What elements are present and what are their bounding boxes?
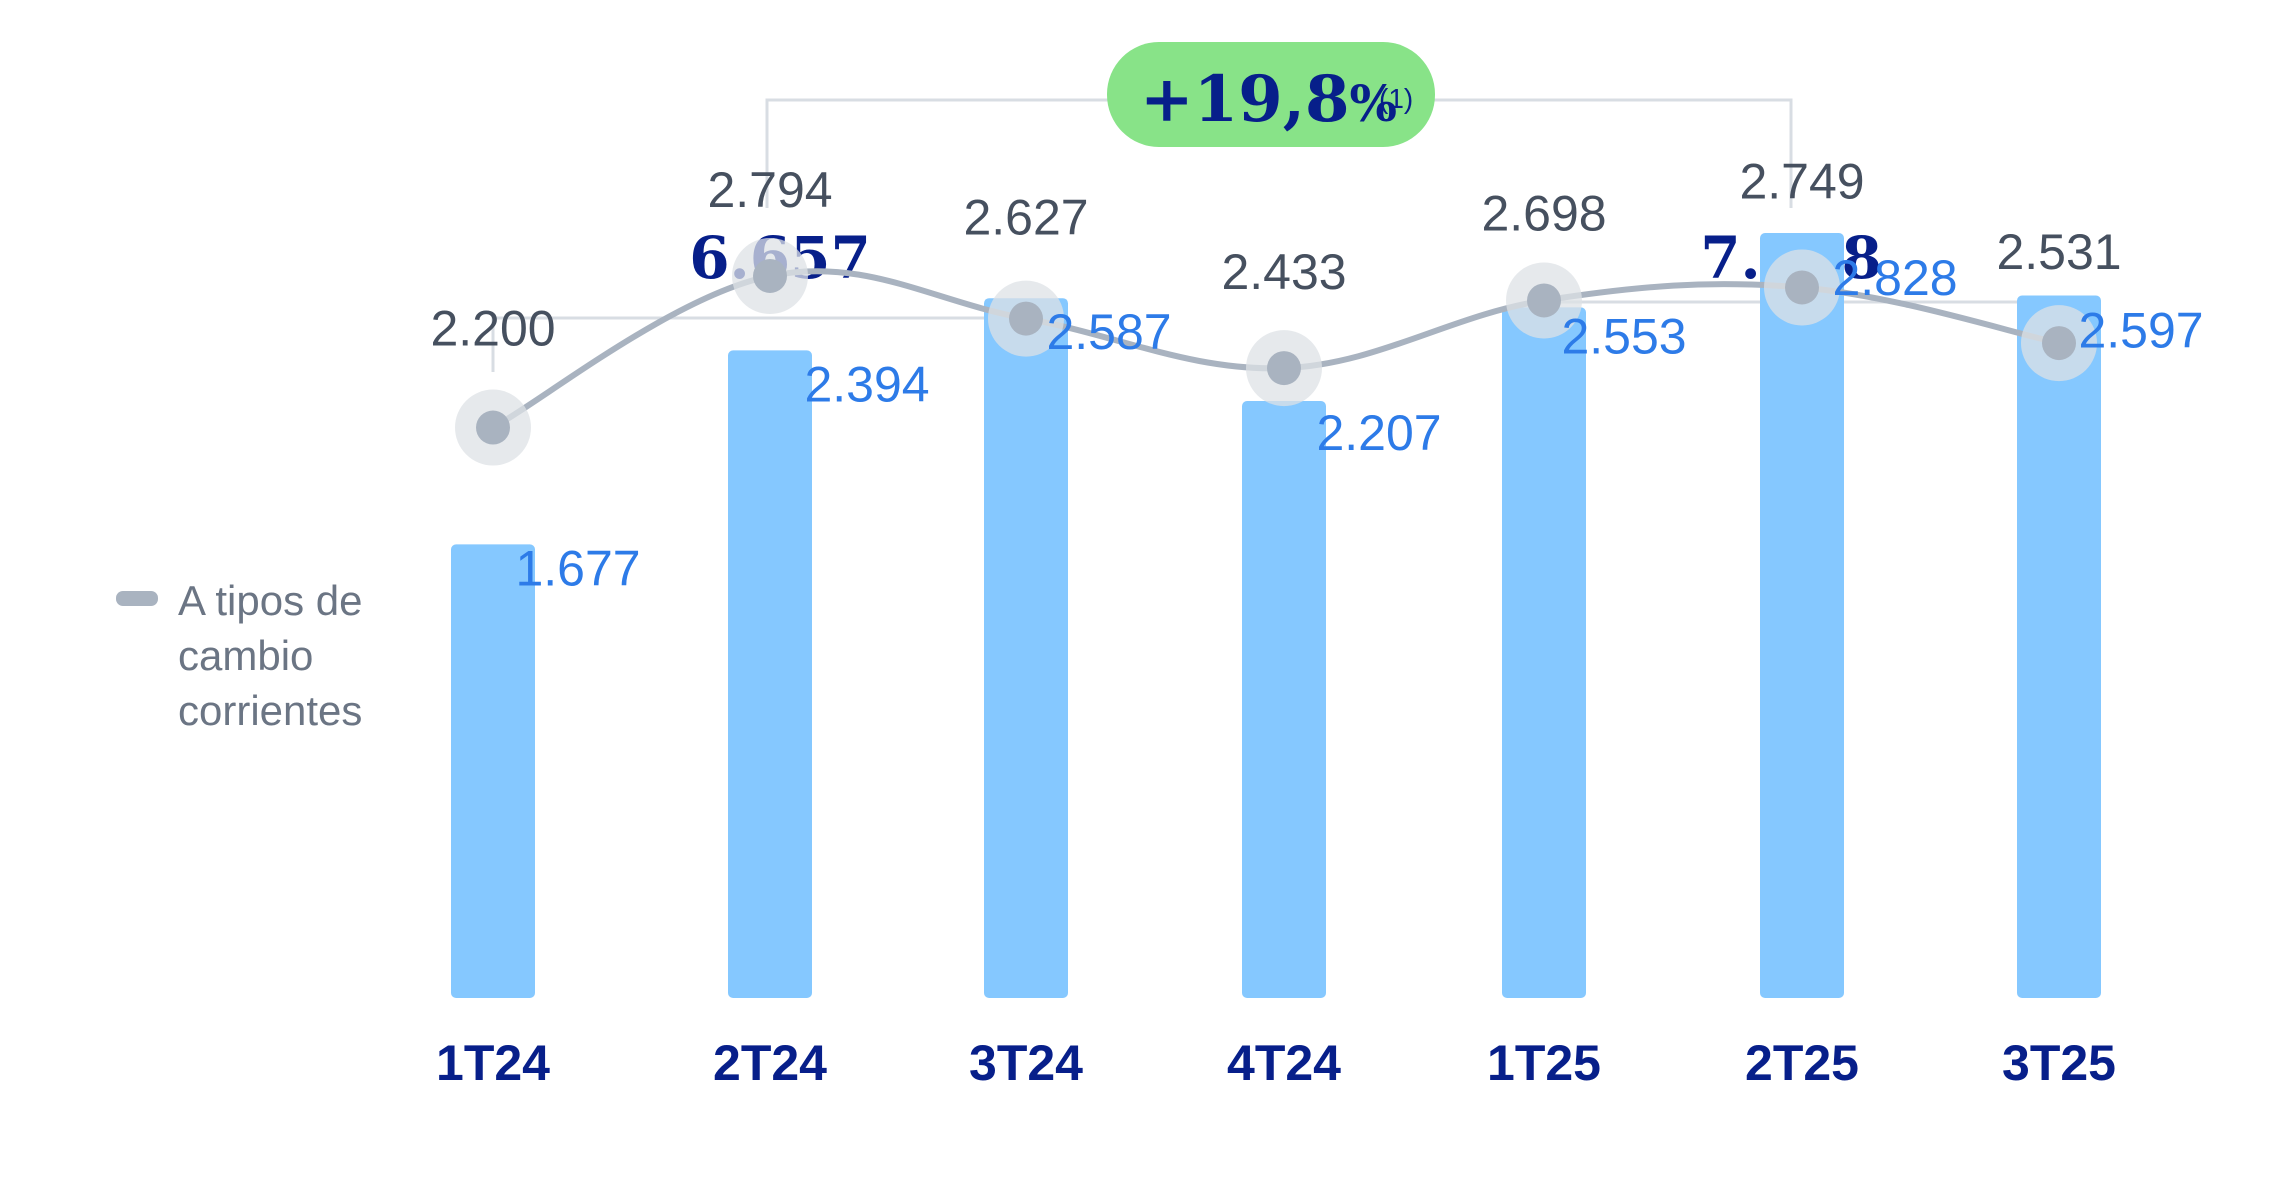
- growth-bracket: [765, 98, 1793, 208]
- point-4T24: [1267, 351, 1301, 386]
- bar-label-1T24: 1.677: [515, 540, 640, 596]
- bar-3T24: [984, 298, 1068, 998]
- legend-label-line-1: A tipos de: [178, 577, 362, 624]
- bar-label-1T25: 2.553: [1561, 308, 1686, 364]
- bar-label-3T24: 2.587: [1046, 304, 1171, 360]
- line-label-1T25: 2.698: [1481, 185, 1606, 241]
- bar-2T25: [1760, 233, 1844, 998]
- legend-swatch: [116, 591, 158, 606]
- point-1T25: [1527, 283, 1561, 318]
- line-layer: [455, 237, 2097, 466]
- growth-badge: [1107, 42, 1435, 147]
- bar-label-4T24: 2.207: [1316, 405, 1441, 461]
- point-3T24: [1009, 301, 1043, 336]
- labels-layer: 1.677 2.200 1T24 2.394 2.794 2T24 2.587 2.627 3T…: [430, 153, 2203, 1091]
- bar-4T24: [1242, 401, 1326, 999]
- line-label-2T25: 2.749: [1739, 153, 1864, 209]
- bar-3T25: [2017, 295, 2101, 999]
- category-label-3T25: 3T25: [2002, 1035, 2116, 1091]
- category-label-1T25: 1T25: [1487, 1035, 1601, 1091]
- bar-2T24: [728, 350, 812, 999]
- bars-layer: [451, 233, 2101, 999]
- bar-label-2T25: 2.828: [1832, 250, 1957, 306]
- line-label-2T24: 2.794: [707, 162, 832, 218]
- bar-1T25: [1502, 307, 1586, 998]
- growth-number: +19,8: [1140, 62, 1350, 137]
- growth-value: +19,8%: [1140, 62, 1397, 137]
- line-label-3T25: 2.531: [1996, 224, 2121, 280]
- category-label-3T24: 3T24: [969, 1035, 1083, 1091]
- line-label-3T24: 2.627: [963, 190, 1088, 246]
- point-2T25: [1785, 270, 1819, 305]
- category-label-4T24: 4T24: [1227, 1035, 1341, 1091]
- category-label-2T25: 2T25: [1745, 1035, 1859, 1091]
- bar-label-3T25: 2.597: [2078, 303, 2203, 359]
- point-3T25: [2042, 326, 2076, 361]
- line-label-4T24: 2.433: [1221, 244, 1346, 300]
- bar-label-2T24: 2.394: [804, 356, 929, 412]
- legend-label-line-2: cambio: [178, 632, 313, 679]
- point-2T24: [753, 258, 787, 293]
- growth-unit: %: [1350, 74, 1398, 133]
- legend-label-line-3: corrientes: [178, 687, 362, 734]
- category-label-1T24: 1T24: [436, 1035, 550, 1091]
- growth-note: (1): [1379, 83, 1413, 114]
- bar-1T24: [451, 544, 535, 998]
- point-1T24: [476, 410, 510, 445]
- line-label-1T24: 2.200: [430, 301, 555, 357]
- category-label-2T24: 2T24: [713, 1035, 827, 1091]
